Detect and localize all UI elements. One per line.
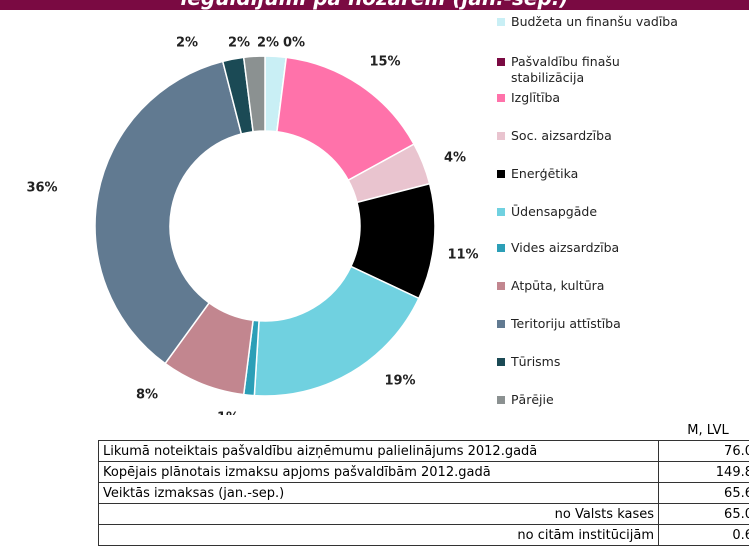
- legend-swatch: [497, 396, 505, 404]
- data-label: 11%: [447, 248, 478, 263]
- legend-swatch: [497, 94, 505, 102]
- slice: [94, 60, 243, 365]
- legend-swatch: [497, 18, 505, 26]
- row-label: no citām institūcijām: [98, 524, 659, 546]
- legend-swatch: [497, 170, 505, 178]
- row-value: 65.0: [658, 503, 749, 525]
- legend-label: Budžeta un finanšu vadība: [511, 14, 678, 29]
- table-row: Kopējais plānotais izmaksu apjoms pašval…: [98, 461, 749, 483]
- legend-label: Teritoriju attīstība: [511, 316, 621, 331]
- data-label: 2%: [176, 36, 198, 51]
- legend-label: Pārējie: [511, 392, 554, 407]
- data-label: 2%: [228, 36, 250, 51]
- legend-swatch: [497, 208, 505, 216]
- legend-swatch: [497, 320, 505, 328]
- table-row: Veiktās izmaksas (jan.-sep.) 65.6: [98, 482, 749, 504]
- data-label: 0%: [283, 36, 305, 51]
- legend-swatch: [497, 358, 505, 366]
- legend-item: Pašvaldību finašu stabilizācija: [497, 54, 641, 86]
- legend-item: Izglītība: [497, 90, 731, 106]
- empty-cell: [99, 420, 659, 441]
- legend-label: Atpūta, kultūra: [511, 278, 605, 293]
- legend-item: Ūdensapgāde: [497, 204, 731, 220]
- legend-label: Tūrisms: [511, 354, 561, 369]
- data-label: 36%: [26, 181, 57, 196]
- legend-swatch: [497, 244, 505, 252]
- legend-label: Vides aizsardzība: [511, 240, 620, 255]
- slide-title: ieguldījumi pa nozarēm (jan.-sep.): [0, 0, 749, 10]
- legend-item: Atpūta, kultūra: [497, 278, 731, 294]
- legend-label: Enerģētika: [511, 166, 579, 181]
- legend-swatch: [497, 132, 505, 140]
- slice: [242, 55, 266, 133]
- row-label: no Valsts kases: [98, 503, 659, 525]
- legend-item: Soc. aizsardzība: [497, 128, 731, 144]
- legend-swatch: [497, 282, 505, 290]
- table-header: M, LVL: [99, 420, 749, 441]
- legend-swatch: [497, 58, 505, 66]
- data-label: 8%: [136, 388, 158, 403]
- data-label: 19%: [384, 374, 415, 389]
- legend-item: Vides aizsardzība: [497, 240, 731, 256]
- data-label: 15%: [369, 55, 400, 70]
- legend-item: Budžeta un finanšu vadība: [497, 14, 731, 30]
- legend-label: Ūdensapgāde: [511, 204, 598, 219]
- unit: M, LVL: [658, 420, 749, 441]
- row-value: 76.0: [658, 440, 749, 462]
- data-label: 4%: [444, 151, 466, 166]
- legend-label: Pašvaldību finašu stabilizācija: [511, 54, 620, 85]
- legend-item: Enerģētika: [497, 166, 731, 182]
- legend-item: Pārējie: [497, 392, 731, 408]
- legend-item: Teritoriju attīstība: [497, 316, 731, 332]
- row-value: 149.8: [658, 461, 749, 483]
- table-row: no Valsts kases 65.0: [98, 503, 749, 525]
- row-label: Kopējais plānotais izmaksu apjoms pašval…: [98, 461, 659, 483]
- data-label: 2%: [257, 36, 279, 51]
- table: M, LVL Likumā noteiktais pašvaldību aizņ…: [98, 420, 749, 546]
- table-row: no citām institūcijām 0.6: [98, 524, 749, 546]
- table-row: Likumā noteiktais pašvaldību aizņēmumu p…: [98, 440, 749, 462]
- chart: 2% 0% 15% 4% 11% 19% 1% 8% 36% 2% 2%: [26, 36, 478, 416]
- row-value: 0.6: [658, 524, 749, 546]
- legend-label: Soc. aizsardzība: [511, 128, 612, 143]
- legend-item: Tūrisms: [497, 354, 731, 370]
- row-label: Likumā noteiktais pašvaldību aizņēmumu p…: [98, 440, 659, 462]
- data-label: 1%: [217, 411, 239, 416]
- row-label: Veiktās izmaksas (jan.-sep.): [98, 482, 659, 504]
- row-value: 65.6: [658, 482, 749, 504]
- legend-label: Izglītība: [511, 90, 561, 105]
- slice: [253, 265, 420, 397]
